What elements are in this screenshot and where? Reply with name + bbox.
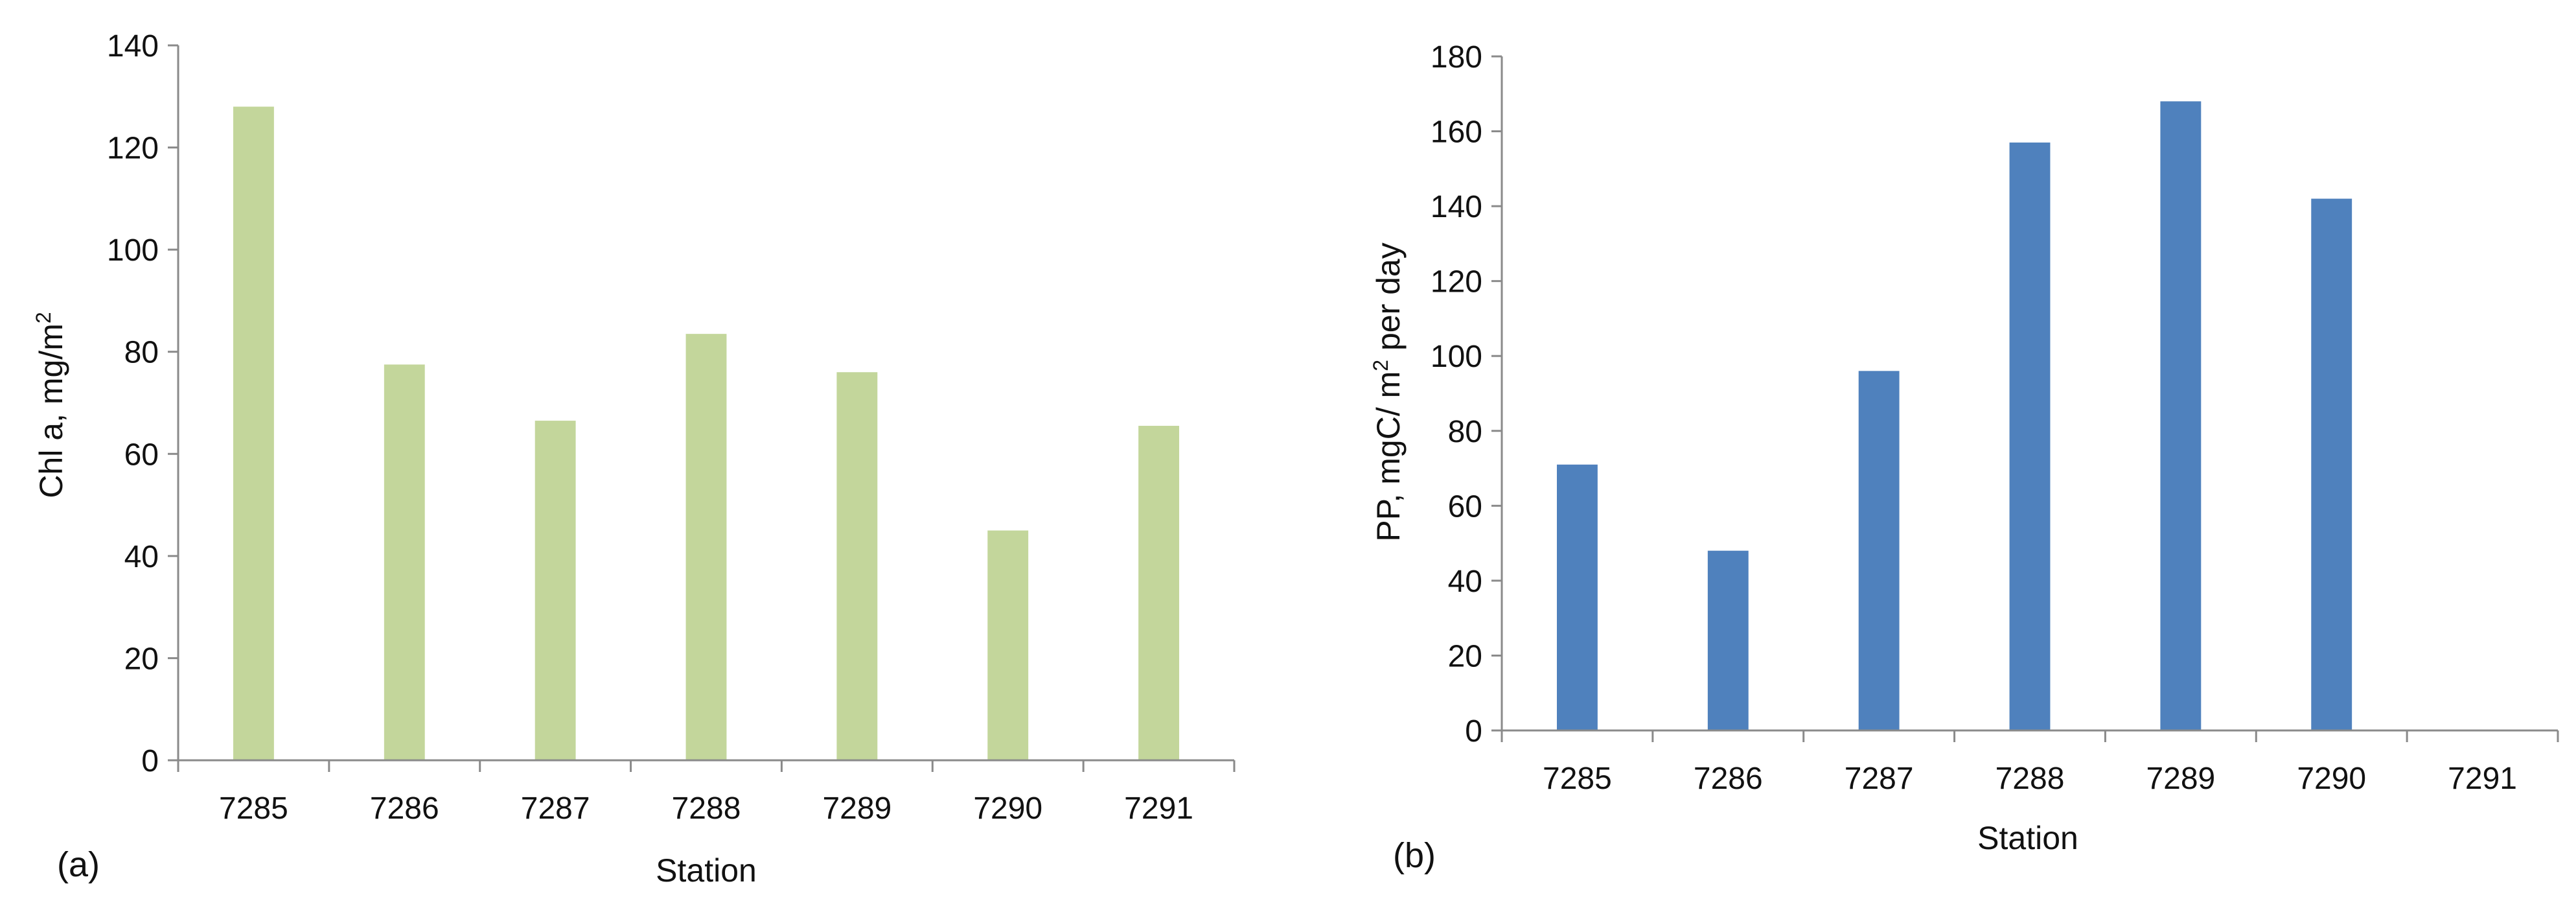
chart-b-bar-7287 — [1858, 371, 1900, 730]
chart-a-bar-7289 — [836, 372, 878, 760]
chart-a-bar-7288 — [685, 334, 727, 760]
chart-b-x-tick-label: 7285 — [1543, 762, 1612, 796]
chart-b-bar-7290 — [2311, 198, 2352, 730]
chart-b-x-tick-label: 7290 — [2297, 762, 2366, 796]
chart-a-x-tick-label: 7286 — [370, 791, 439, 826]
chart-b-y-tick-label: 160 — [1431, 115, 1482, 150]
chart-a-bar-7291 — [1138, 425, 1180, 760]
chart-b-x-tick-label: 7287 — [1845, 762, 1914, 796]
chart-a-y-tick-label: 120 — [107, 132, 159, 166]
chart-b-x-tick-label: 7286 — [1694, 762, 1763, 796]
chart-a-bar-7286 — [384, 364, 425, 760]
chart-a-y-tick-label: 40 — [124, 540, 159, 574]
chart-a-panel-label: (a) — [57, 845, 100, 884]
chart-b-panel-label: (b) — [1393, 836, 1436, 875]
chart-a-x-tick-label: 7291 — [1124, 791, 1193, 826]
chart-b-y-tick-label: 80 — [1448, 415, 1482, 449]
chart-b-y-tick-label: 20 — [1448, 639, 1482, 673]
chart-a-bar-7287 — [535, 421, 576, 760]
chart-b-x-tick-label: 7288 — [1995, 762, 2065, 796]
chart-b-bar-7289 — [2160, 101, 2202, 731]
chart-b-y-tick-label: 140 — [1431, 190, 1482, 224]
chart-b-y-axis-title-suffix: per day — [1370, 242, 1407, 360]
chart-a-y-axis-title: Chl a, mg/m2 — [32, 312, 69, 498]
chart-a-x-tick-label: 7289 — [822, 791, 891, 826]
chart-b-y-tick-label: 120 — [1431, 265, 1482, 299]
chart-b-x-tick-label: 7291 — [2448, 762, 2517, 796]
chart-b-x-tick-label: 7289 — [2146, 762, 2215, 796]
chart-a-y-tick-label: 100 — [107, 233, 159, 268]
chart-a-y-tick-label: 140 — [107, 29, 159, 64]
chart-a-y-tick-label: 0 — [141, 744, 159, 778]
chart-b: (b) Station PP, mgC/ m2 per day 0 20 40 60 8… — [1369, 40, 2559, 875]
chart-b-bar-7285 — [1556, 464, 1598, 730]
chart-b-y-tick-label: 180 — [1431, 40, 1482, 75]
chart-a-y-axis-title-superscript: 2 — [32, 312, 55, 323]
chart-a-bar-7285 — [233, 106, 274, 761]
chart-a-x-tick-label: 7285 — [219, 791, 288, 826]
chart-a-x-tick-label: 7288 — [672, 791, 741, 826]
chart-b-y-tick-label: 100 — [1431, 340, 1482, 374]
chart-a-x-tick-label: 7287 — [521, 791, 590, 826]
chart-b-y-tick-label: 40 — [1448, 565, 1482, 599]
chart-b-y-axis-title-prefix: PP, mgC/ m — [1370, 371, 1407, 542]
chart-b-bar-7286 — [1707, 550, 1749, 730]
chart-a-y-tick-label: 20 — [124, 642, 159, 676]
chart-b-bar-7288 — [2009, 142, 2051, 730]
chart-b-x-axis-title: Station — [1977, 820, 2078, 856]
chart-b-y-axis-title-superscript: 2 — [1369, 360, 1392, 371]
chart-a-y-tick-label: 80 — [124, 336, 159, 370]
chart-a-y-tick-label: 60 — [124, 438, 159, 472]
chart-b-y-tick-label: 0 — [1465, 714, 1482, 749]
chart-a-bar-7290 — [987, 530, 1029, 760]
chart-a: (a) Station Chl a, mg/m2 0 20 40 60 80 100 120… — [32, 29, 1236, 889]
chart-b-y-tick-label: 60 — [1448, 489, 1482, 524]
chart-a-x-axis-title: Station — [656, 852, 757, 889]
chart-a-y-axis-title-base: Chl a, mg/m — [33, 323, 69, 498]
chart-b-y-axis-title: PP, mgC/ m2 per day — [1369, 242, 1407, 542]
chart-a-x-tick-label: 7290 — [973, 791, 1042, 826]
